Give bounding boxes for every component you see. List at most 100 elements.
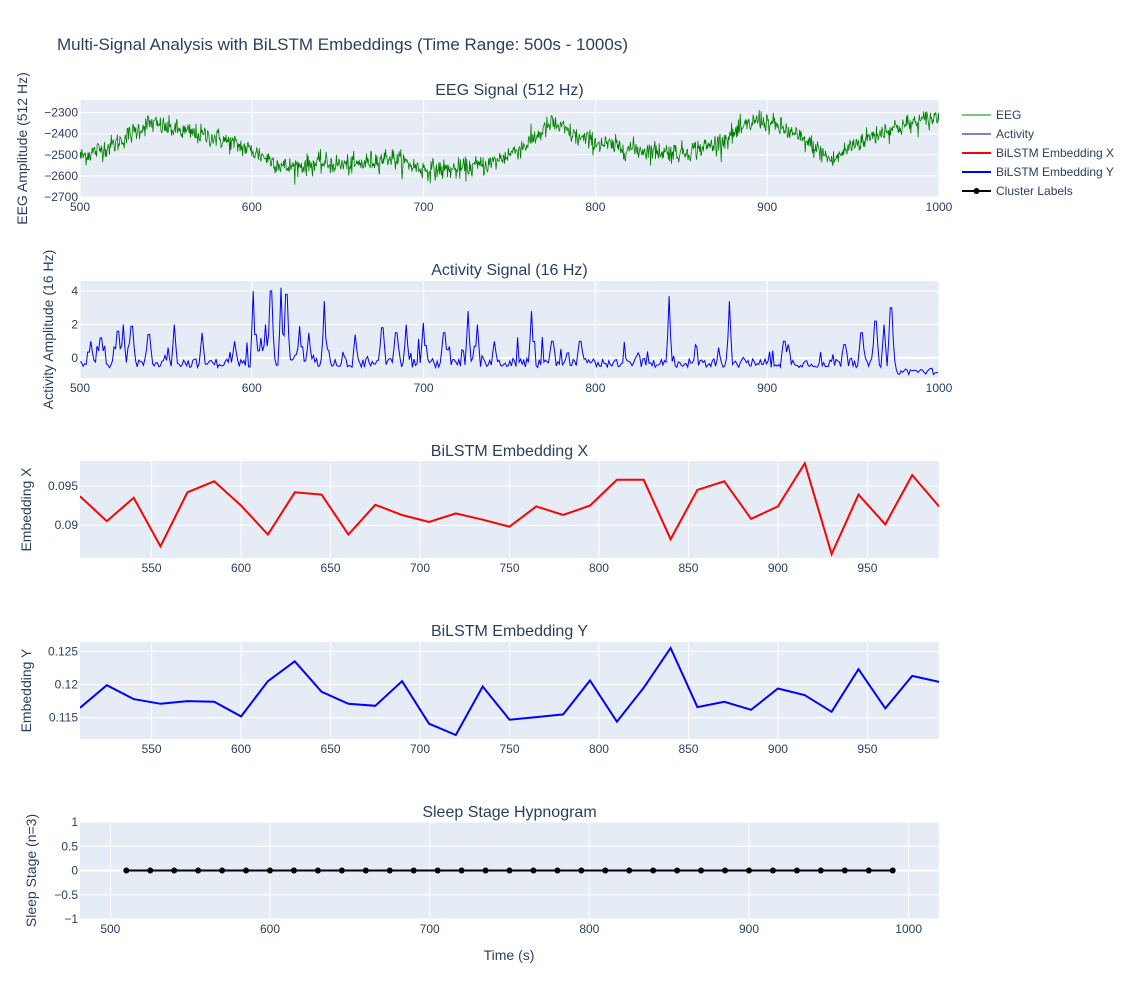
subplot-title: EEG Signal (512 Hz) [435,82,584,99]
series-group [80,287,939,377]
data-point [482,867,489,874]
data-point [147,867,154,874]
y-tick-label: 1 [71,815,78,829]
x-tick-label: 700 [414,381,434,395]
legend-item[interactable]: Cluster Labels [962,184,1073,198]
x-tick-label: 1000 [895,922,922,936]
series-group [123,867,896,874]
y-tick-label: 0.12 [55,678,79,692]
legend-item[interactable]: BiLSTM Embedding Y [962,165,1114,179]
data-point [410,867,417,874]
y-axis-title: Embedding X [18,467,34,552]
x-tick-label: 700 [420,922,440,936]
y-tick-label: 0.095 [48,479,78,493]
x-tick-label: 900 [768,561,788,575]
data-point [314,867,321,874]
data-point [650,867,657,874]
x-tick-label: 500 [70,381,90,395]
x-tick-label: 800 [585,381,605,395]
x-tick-label: 800 [589,742,609,756]
legend[interactable]: EEG Activity BiLSTM Embedding X BiLSTM Embe… [962,108,1114,198]
series-group [80,110,939,185]
data-point [434,867,441,874]
x-tick-label: 650 [321,742,341,756]
x-tick-label: 650 [321,561,341,575]
data-point [554,867,561,874]
y-tick-label: 4 [71,284,78,298]
subplot-emb-x: 550 600 650 700 750 800 850 900 950 0.09 0.095 BiLS… [18,443,939,575]
legend-marker [973,188,980,194]
series-group [80,461,939,557]
data-point [219,867,226,874]
data-point [889,867,896,874]
y-tick-label: 0.5 [61,839,78,853]
data-point [817,867,824,874]
x-tick-label: 750 [499,561,519,575]
y-tick-label: −0.5 [54,888,78,902]
x-tick-label: 900 [768,742,788,756]
subplot-emb-y: 550 600 650 700 750 800 850 900 950 0.115 0.12 0.12… [18,623,939,756]
x-tick-label: 850 [678,742,698,756]
data-point [362,867,369,874]
plot-area-eeg [80,100,939,197]
data-point [745,867,752,874]
data-point [386,867,393,874]
x-tick-label: 600 [231,742,251,756]
x-tick-label: 700 [410,561,430,575]
series-line-activity [80,287,939,377]
data-point [171,867,178,874]
x-tick-label: 800 [585,200,605,214]
series-line [80,461,939,557]
subplot-eeg: 500 600 700 800 900 1000 −2700 −2600 −2500 −2400 −… [14,72,953,225]
data-point [458,867,465,874]
x-tick-label: 1000 [926,200,953,214]
x-tick-label: 900 [757,200,777,214]
data-point [602,867,609,874]
y-tick-label: −2400 [44,127,78,141]
x-tick-label: 900 [757,381,777,395]
x-tick-label: 800 [579,922,599,936]
x-tick-label: 600 [242,200,262,214]
subplots: 500 600 700 800 900 1000 −2700 −2600 −2500 −2400 −… [14,72,953,936]
data-point [578,867,585,874]
y-axis-title: EEG Amplitude (512 Hz) [14,72,30,225]
x-tick-label: 550 [142,742,162,756]
x-tick-label: 800 [589,561,609,575]
data-point [793,867,800,874]
data-point [698,867,705,874]
data-point [195,867,202,874]
legend-item[interactable]: Activity [962,127,1034,141]
subplot-activity: 500 600 700 800 900 1000 0 2 4 Activity Signal (1… [40,250,953,410]
y-tick-label: −2300 [44,106,78,120]
data-point [722,867,729,874]
x-tick-label: 750 [499,742,519,756]
data-point [338,867,345,874]
y-tick-label: −2700 [44,190,78,204]
data-point [267,867,274,874]
legend-item[interactable]: EEG [962,108,1021,122]
x-tick-label: 600 [231,561,251,575]
data-point [506,867,513,874]
x-tick-label: 500 [70,200,90,214]
legend-label: BiLSTM Embedding Y [996,165,1114,179]
legend-label: BiLSTM Embedding X [996,146,1114,160]
x-tick-label: 1000 [926,381,953,395]
chart-title: Multi-Signal Analysis with BiLSTM Embedd… [57,35,628,54]
x-tick-label: 700 [414,200,434,214]
data-point [674,867,681,874]
x-tick-label: 500 [100,922,120,936]
data-point [243,867,250,874]
legend-item[interactable]: BiLSTM Embedding X [962,146,1114,160]
y-axis-title: Activity Amplitude (16 Hz) [40,250,56,410]
x-tick-label: 950 [857,742,877,756]
x-tick-label: 600 [242,381,262,395]
data-point [530,867,537,874]
legend-label: EEG [996,108,1021,122]
y-tick-label: −2500 [44,148,78,162]
data-point [769,867,776,874]
subplot-title: Sleep Stage Hypnogram [422,804,596,821]
x-tick-label: 700 [410,742,430,756]
subplot-title: Activity Signal (16 Hz) [431,262,588,279]
